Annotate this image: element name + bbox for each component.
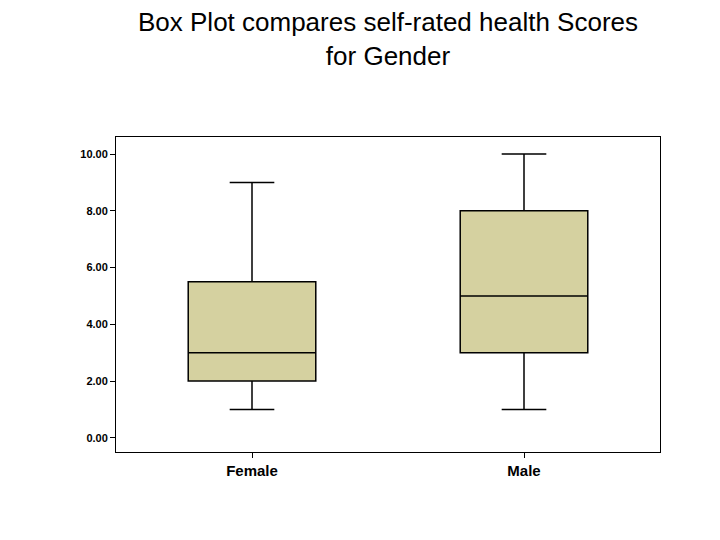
- svg-text:2.00: 2.00: [86, 375, 107, 387]
- svg-text:4.00: 4.00: [86, 318, 107, 330]
- svg-text:0.00: 0.00: [86, 432, 107, 444]
- svg-text:10.00: 10.00: [80, 148, 108, 160]
- svg-text:Box Plot compares self-rated h: Box Plot compares self-rated health Scor…: [138, 7, 638, 71]
- svg-text:Male: Male: [507, 462, 540, 479]
- svg-text:8.00: 8.00: [86, 205, 107, 217]
- svg-text:6.00: 6.00: [86, 261, 107, 273]
- svg-text:Female: Female: [226, 462, 278, 479]
